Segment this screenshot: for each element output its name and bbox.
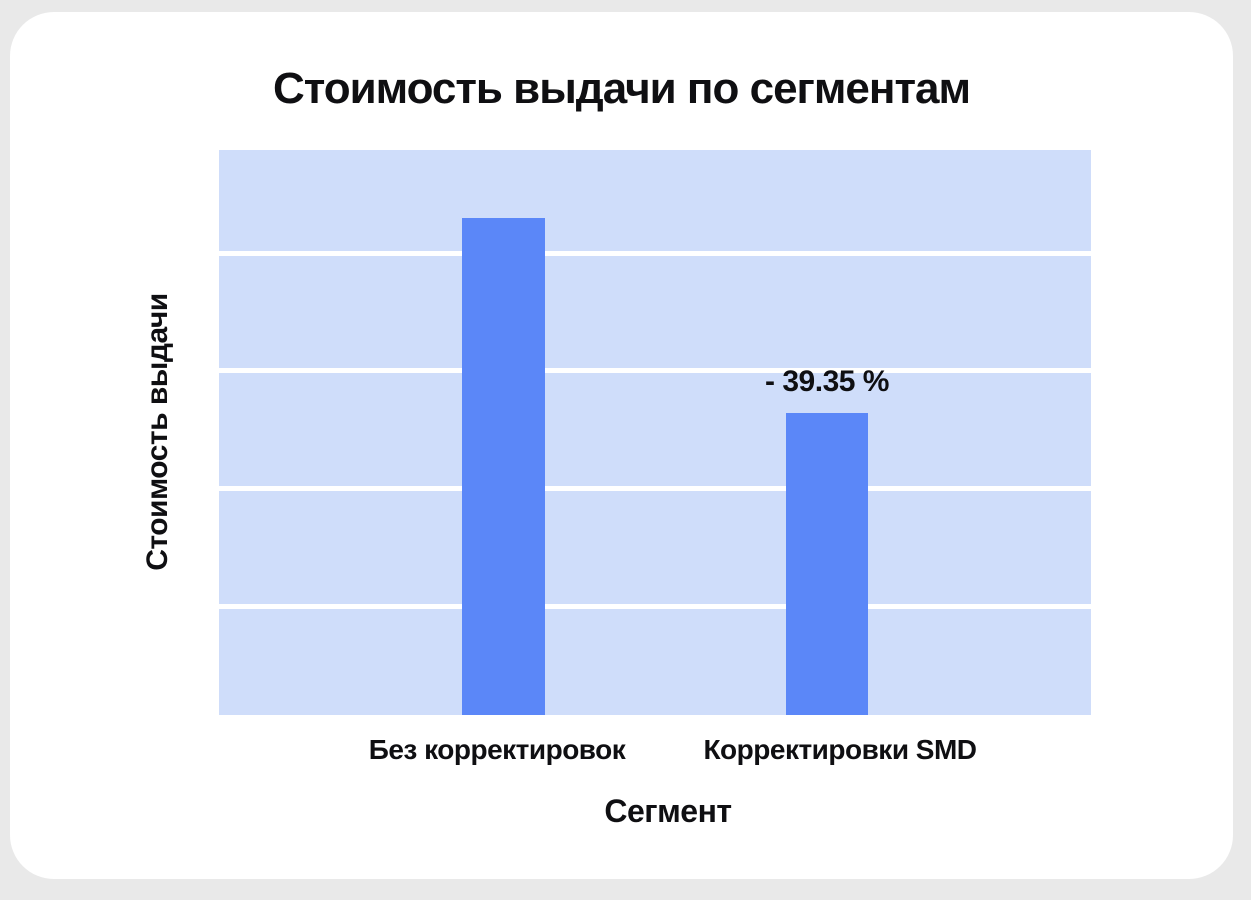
- chart-title: Стоимость выдачи по сегментам: [272, 64, 971, 113]
- gridline: [219, 485, 1091, 491]
- x-tick-label-korrektirovki-smd: Корректировки SMD: [703, 734, 977, 765]
- chart-card: Стоимость выдачи по сегментам Стоимость …: [10, 12, 1233, 879]
- gridline: [219, 367, 1091, 373]
- y-axis-title: Стоимость выдачи: [141, 293, 174, 571]
- gridline: [219, 603, 1091, 609]
- bar-korrektirovki-smd: [786, 413, 868, 715]
- bar-annotation: - 39.35 %: [765, 365, 889, 399]
- bar-bez-korrektirovok: [462, 217, 545, 715]
- gridline: [219, 250, 1091, 256]
- x-axis-title: Сегмент: [604, 793, 732, 829]
- plot-area: - 39.35 %: [219, 150, 1091, 715]
- x-tick-label-bez-korrektirovok: Без корректировок: [368, 734, 626, 765]
